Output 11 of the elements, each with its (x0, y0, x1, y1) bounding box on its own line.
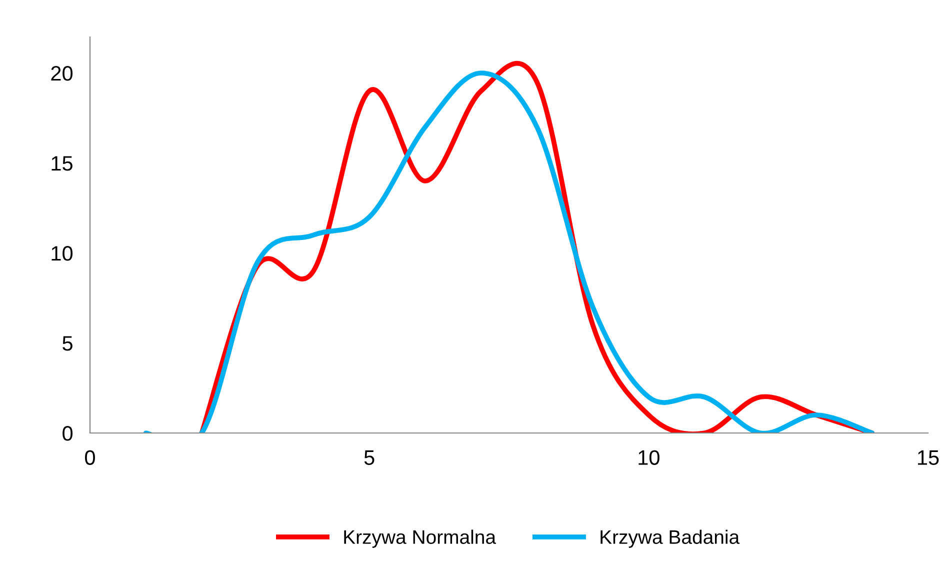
legend-label: Krzywa Normalna (344, 530, 496, 548)
y-tick-label: 5 (62, 336, 72, 351)
legend-label: Krzywa Badania (600, 530, 740, 548)
y-tick-label: 15 (52, 156, 72, 171)
y-tick-label: 0 (62, 426, 73, 441)
x-tick-label: 10 (638, 450, 660, 465)
y-tick-label: 10 (52, 246, 73, 261)
x-tick-label: 5 (364, 450, 374, 465)
x-tick-label: 15 (918, 450, 939, 465)
y-tick-label: 20 (51, 66, 73, 81)
x-tick-label: 0 (85, 450, 95, 465)
